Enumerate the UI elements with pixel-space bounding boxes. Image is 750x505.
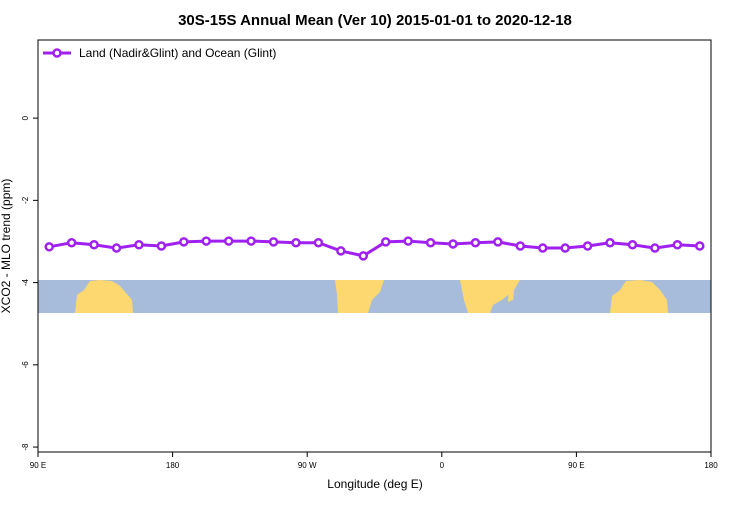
legend-marker — [52, 48, 62, 58]
map-band — [38, 280, 711, 313]
data-point — [44, 242, 54, 252]
y-tick-label: -8 — [21, 443, 30, 451]
x-tick-label: 180 — [704, 461, 718, 470]
x-tick-label: 180 — [166, 461, 180, 470]
data-point — [380, 237, 391, 247]
land — [75, 280, 133, 313]
x-tick-label: 90 W — [298, 461, 317, 470]
data-point — [358, 251, 369, 261]
x-tick-label: 0 — [440, 461, 445, 470]
data-point — [470, 237, 481, 248]
data-point — [650, 243, 660, 253]
land — [610, 280, 668, 313]
y-axis-label: XCO2 - MLO trend (ppm) — [0, 179, 13, 314]
land — [508, 282, 515, 302]
data-point — [515, 241, 526, 251]
x-tick-label: 90 E — [30, 461, 46, 470]
data-point — [291, 237, 301, 248]
data-point — [627, 240, 638, 250]
data-point — [448, 239, 458, 249]
x-tick-label: 90 E — [568, 461, 584, 470]
data-point — [89, 240, 99, 250]
data-point — [156, 241, 167, 251]
data-point — [179, 237, 189, 247]
data-point — [313, 237, 324, 248]
chart-title: 30S-15S Annual Mean (Ver 10) 2015-01-01 … — [178, 12, 572, 29]
data-point — [425, 237, 436, 248]
data-point — [246, 236, 256, 246]
data-point — [538, 243, 548, 253]
y-tick-label: -6 — [21, 361, 30, 369]
x-axis-label: Longitude (deg E) — [327, 477, 422, 491]
land — [460, 280, 520, 313]
data-point — [201, 236, 211, 246]
data-point — [560, 243, 570, 253]
data-point — [111, 243, 122, 253]
data-point — [672, 240, 683, 250]
data-point — [66, 237, 77, 248]
y-tick-label: -2 — [21, 196, 30, 204]
y-tick-label: -4 — [21, 278, 30, 286]
data-point — [403, 236, 413, 246]
series-line — [48, 239, 700, 258]
data-point — [134, 240, 144, 250]
y-tick-label: 0 — [21, 115, 30, 120]
data-point — [268, 237, 279, 247]
data-point — [582, 241, 593, 251]
data-point — [493, 237, 503, 247]
data-point — [223, 236, 234, 246]
legend-label: Land (Nadir&Glint) and Ocean (Glint) — [79, 46, 276, 60]
plot-frame — [37, 39, 712, 453]
data-point — [695, 241, 705, 251]
data-point — [605, 237, 615, 248]
land — [335, 280, 384, 313]
data-point — [336, 246, 346, 256]
